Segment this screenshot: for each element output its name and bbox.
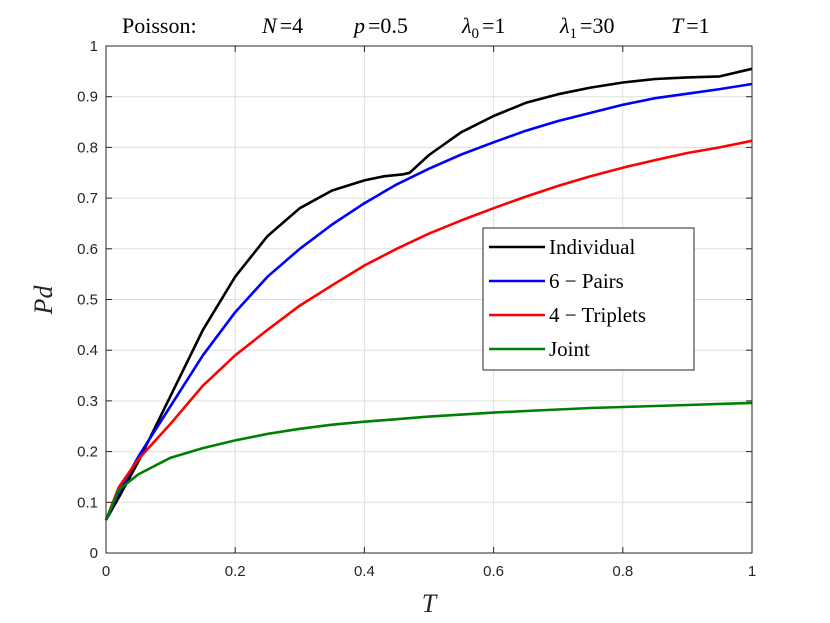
title-parameters: N =4 p =0.5 λ0 =1 λ1 =30 T =1 bbox=[261, 13, 710, 42]
legend-label-individual: Individual bbox=[549, 235, 635, 259]
title-prefix: Poisson: bbox=[122, 13, 197, 38]
y-axis-ticks: 0 0.1 0.2 0.3 0.4 0.5 0.6 0.7 0.8 0.9 1 bbox=[77, 38, 752, 562]
title-param-text: T =1 bbox=[671, 13, 710, 38]
y-tick-label: 0.2 bbox=[77, 444, 98, 461]
legend-label-6-pairs: 6 − Pairs bbox=[549, 269, 624, 293]
y-tick-label: 0.9 bbox=[77, 89, 98, 106]
series-line-individual bbox=[104, 67, 753, 521]
y-tick-label: 1 bbox=[90, 38, 98, 55]
y-axis-label: Pd bbox=[29, 285, 58, 316]
x-tick-label: 0.4 bbox=[354, 563, 375, 580]
y-tick-label: 0.5 bbox=[77, 292, 98, 309]
title-param-text: λ1 =30 bbox=[559, 13, 614, 42]
title-param: p =0.5 bbox=[352, 13, 408, 38]
title-param: N =4 bbox=[261, 13, 303, 38]
legend-box bbox=[482, 227, 695, 371]
title-param: T =1 bbox=[671, 13, 710, 38]
title-param-text: p =0.5 bbox=[352, 13, 408, 38]
x-tick-label: 0.6 bbox=[483, 563, 504, 580]
x-tick-label: 1 bbox=[748, 563, 756, 580]
series-line-joint bbox=[104, 401, 753, 521]
series-line-4-triplets bbox=[104, 139, 753, 521]
x-axis-ticks: 0 0.2 0.4 0.6 0.8 1 bbox=[102, 46, 756, 580]
x-tick-label: 0.2 bbox=[225, 563, 246, 580]
title-param-text: N =4 bbox=[261, 13, 303, 38]
title-param: λ0 =1 bbox=[461, 13, 505, 42]
y-tick-label: 0.8 bbox=[77, 139, 98, 156]
chart-title: Poisson: N =4 p =0.5 λ0 =1 λ1 =30 T =1 bbox=[122, 13, 710, 42]
x-axis-label: T bbox=[422, 589, 438, 618]
y-tick-label: 0.7 bbox=[77, 190, 98, 207]
title-param: λ1 =30 bbox=[559, 13, 614, 42]
legend: Individual 6 − Pairs 4 − Triplets Joint bbox=[482, 227, 695, 371]
x-tick-label: 0 bbox=[102, 563, 110, 580]
series-line-6-pairs bbox=[104, 82, 753, 521]
y-tick-label: 0.6 bbox=[77, 241, 98, 258]
y-tick-label: 0.4 bbox=[77, 342, 98, 359]
y-tick-label: 0.3 bbox=[77, 393, 98, 410]
y-tick-label: 0.1 bbox=[77, 494, 98, 511]
y-tick-label: 0 bbox=[90, 545, 98, 562]
title-param-text: λ0 =1 bbox=[461, 13, 505, 42]
legend-label-4-triplets: 4 − Triplets bbox=[549, 303, 646, 327]
series-lines bbox=[104, 67, 753, 521]
x-tick-label: 0.8 bbox=[612, 563, 633, 580]
legend-label-joint: Joint bbox=[549, 337, 590, 361]
